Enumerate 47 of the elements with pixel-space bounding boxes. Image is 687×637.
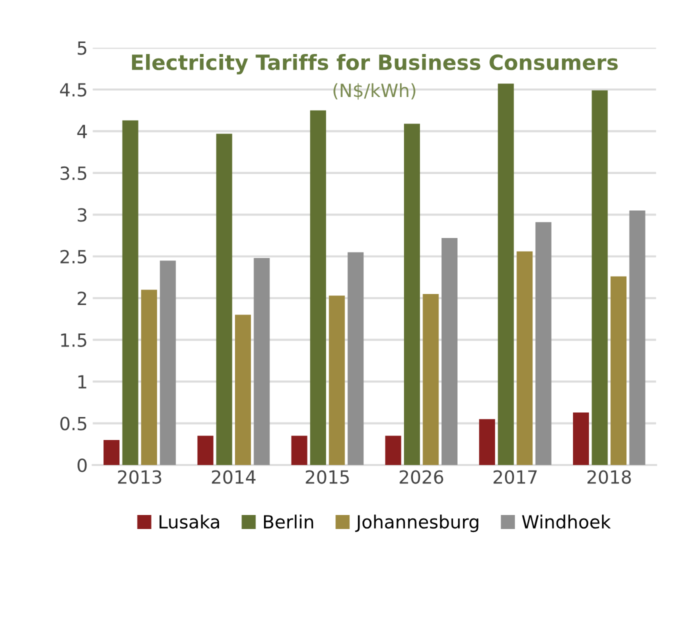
bar (328, 296, 345, 466)
text: (N$/kWh) (334, 83, 416, 100)
y-tick-label: 1 (78, 375, 86, 388)
bar (122, 120, 138, 466)
y-tick-label: 3 (78, 208, 86, 222)
bar (629, 210, 646, 466)
y-tick-label: 3.5 (60, 166, 86, 180)
bar (572, 412, 589, 466)
x-tick-label: 2018 (587, 470, 631, 484)
x-tick-label: 2014 (212, 470, 256, 484)
bar (442, 238, 458, 466)
x-tick-label: 2026 (400, 470, 444, 484)
x-tick-label: 2017 (494, 470, 537, 484)
bar (197, 436, 214, 466)
y-tick-label: 0 (78, 458, 87, 472)
chart-title: Electricity Tariffs for Business Consumers (132, 54, 618, 74)
y-tick-label: 4 (77, 124, 87, 138)
bar (216, 134, 232, 466)
bar (254, 258, 270, 466)
bar (234, 314, 251, 466)
bar (422, 294, 439, 466)
bar (310, 110, 326, 466)
bar (104, 440, 120, 466)
x-tick-label: 2015 (306, 470, 349, 484)
legend-label: Windhoek (522, 514, 611, 529)
bar (610, 276, 627, 466)
x-tick-label: 2013 (118, 470, 162, 484)
bar (592, 90, 608, 466)
bar (404, 124, 420, 466)
bar (498, 84, 514, 466)
y-tick-label: 5 (78, 41, 86, 55)
y-tick-label: 4.5 (60, 83, 86, 97)
bar (160, 260, 176, 466)
bar (291, 436, 308, 466)
y-tick-label: 1.5 (61, 334, 86, 347)
bar (516, 251, 533, 466)
bar (535, 222, 552, 466)
y-tick-label: 0.5 (60, 416, 86, 430)
legend-label: Lusaka (160, 514, 220, 529)
bar (479, 419, 496, 466)
bar (385, 436, 402, 466)
bar (141, 290, 158, 466)
legend-label: Johannesburg (355, 514, 478, 532)
legend-label: Berlin (264, 514, 314, 529)
bar (348, 252, 364, 466)
y-tick-label: 2 (78, 292, 86, 305)
y-tick-label: 2.5 (60, 250, 86, 264)
